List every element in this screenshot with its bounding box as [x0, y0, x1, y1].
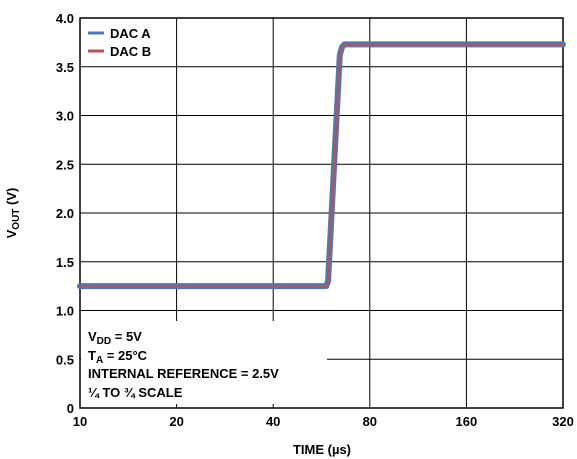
note-ta: TA = 25°C — [88, 348, 148, 366]
y-tick-label: 1.5 — [56, 255, 74, 270]
grid — [80, 18, 563, 408]
x-tick-label: 40 — [266, 414, 280, 429]
series-lines — [77, 41, 566, 290]
series-line-dac-b — [79, 43, 564, 288]
y-tick-label: 3.5 — [56, 60, 74, 75]
legend-label-dac-a: DAC A — [110, 26, 151, 41]
legend-label-dac-b: DAC B — [110, 44, 151, 59]
note-reference: INTERNAL REFERENCE = 2.5V — [88, 366, 279, 381]
y-tick-label: 0 — [67, 401, 74, 416]
y-tick-label: 2.5 — [56, 157, 74, 172]
legend-background — [81, 24, 171, 66]
y-tick-label: 3.0 — [56, 109, 74, 124]
note-background — [81, 321, 327, 404]
x-tick-label: 320 — [552, 414, 574, 429]
y-axis-title: VOUT (V) — [4, 188, 22, 239]
y-tick-labels: 0 0.5 1.0 1.5 2.0 2.5 3.0 3.5 4.0 — [56, 11, 74, 416]
y-tick-label: 4.0 — [56, 11, 74, 26]
x-tick-label: 10 — [73, 414, 87, 429]
y-tick-label: 1.0 — [56, 304, 74, 319]
x-tick-label: 160 — [456, 414, 478, 429]
note-vdd: VDD = 5V — [88, 329, 142, 347]
y-tick-label: 2.0 — [56, 206, 74, 221]
x-tick-label: 20 — [169, 414, 183, 429]
x-tick-labels: 10 20 40 80 160 320 — [73, 414, 574, 429]
series-line-dac-a — [77, 41, 566, 290]
x-axis-title: TIME (µs) — [293, 442, 351, 457]
plot-frame — [79, 17, 564, 409]
note-scale: ¼ TO ¾ SCALE — [88, 385, 183, 400]
y-tick-label: 0.5 — [56, 352, 74, 367]
x-tick-label: 80 — [363, 414, 377, 429]
